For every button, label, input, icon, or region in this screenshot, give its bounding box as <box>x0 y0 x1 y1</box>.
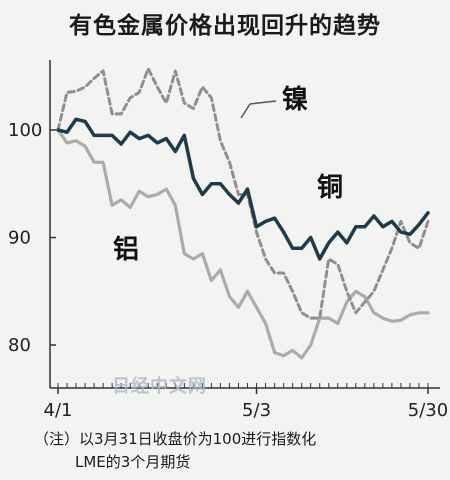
series-labels: 镍铜铝 <box>113 85 343 265</box>
y-tick-label: 80 <box>8 335 31 356</box>
series-label: 铝 <box>113 235 139 265</box>
series-label: 镍 <box>282 85 308 115</box>
nickel-label-leader-2 <box>240 103 251 119</box>
y-tick-label: 90 <box>8 228 31 249</box>
series-aluminum-line <box>56 128 430 360</box>
footnote-index-basis: （注）以3月31日收盘价为100进行指数化 <box>34 430 317 448</box>
x-tick-label: 5/30 <box>408 400 448 421</box>
series-layer <box>56 67 430 360</box>
x-tick-label: 4/1 <box>44 400 73 421</box>
nickel-label-leader <box>249 100 277 105</box>
footnote-futures: LME的3个月期货 <box>75 453 191 471</box>
axes: 80 90 100 4/1 5/3 5/30 <box>8 60 448 421</box>
series-nickel-line <box>56 67 430 320</box>
series-label: 铜 <box>317 173 343 203</box>
series-copper-line <box>56 117 430 261</box>
y-tick-label: 100 <box>8 120 42 141</box>
watermark: 日经中文网 <box>112 375 207 397</box>
chart-title: 有色金属价格出现回升的趋势 <box>69 13 381 39</box>
x-tick-label: 5/3 <box>242 400 271 421</box>
